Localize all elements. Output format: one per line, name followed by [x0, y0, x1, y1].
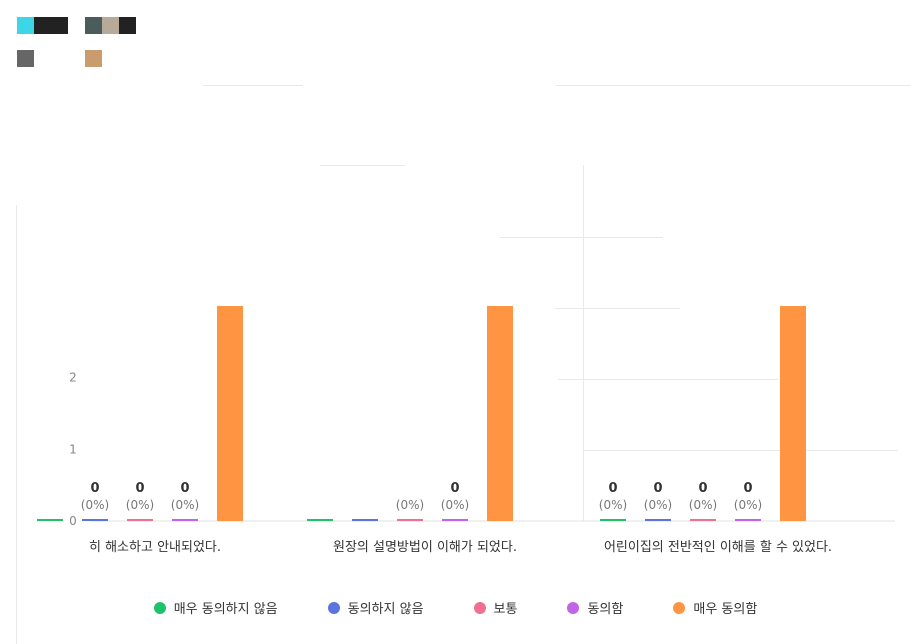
pixel-swatch — [51, 50, 68, 67]
bar-value-label: 0 — [743, 481, 752, 496]
legend-dot-icon — [567, 601, 580, 614]
legend-item[interactable]: 동의함 — [567, 598, 623, 617]
bar — [37, 519, 63, 521]
pixel-swatch — [68, 17, 85, 34]
chart-left-border — [16, 205, 17, 644]
legend-label: 매우 동의함 — [693, 602, 758, 617]
bar-percent-label: (0%) — [126, 498, 154, 512]
bar-percent-label: (0%) — [689, 498, 717, 512]
divider-line — [500, 237, 663, 238]
bar — [600, 519, 626, 521]
y-tick-label: 0 — [69, 514, 77, 528]
legend-dot-icon — [153, 601, 166, 614]
bar — [127, 519, 153, 521]
legend-dot-icon — [673, 601, 686, 614]
category-label: 히 해소하고 안내되었다. — [89, 540, 221, 555]
bar — [487, 305, 513, 521]
header-swatch-row-2 — [17, 50, 102, 67]
legend-label: 동의함 — [587, 602, 624, 617]
bar-percent-label: (0%) — [644, 498, 672, 512]
legend-item[interactable]: 매우 동의하지 않음 — [153, 598, 278, 617]
bar — [442, 519, 468, 521]
bar — [397, 519, 423, 521]
legend-item[interactable]: 매우 동의함 — [673, 598, 757, 617]
bar — [690, 519, 716, 521]
chart-legend: 매우 동의하지 않음 동의하지 않음 보통 동의함 매우 동의함 — [0, 598, 911, 617]
pixel-swatch — [17, 17, 34, 34]
bar — [352, 519, 378, 521]
legend-label: 매우 동의하지 않음 — [173, 602, 278, 617]
bar — [735, 519, 761, 521]
bar — [780, 305, 806, 521]
bar-value-label: 0 — [450, 481, 459, 496]
bar-percent-label: (0%) — [81, 498, 109, 512]
bar — [172, 519, 198, 521]
header-swatch-row-1 — [17, 17, 136, 34]
divider-line — [203, 85, 303, 86]
divider-line — [320, 165, 405, 166]
bar-value-label: 0 — [90, 481, 99, 496]
bar-value-label: 0 — [180, 481, 189, 496]
pixel-swatch — [17, 50, 34, 67]
legend-dot-icon — [327, 601, 340, 614]
pixel-swatch — [68, 50, 85, 67]
pixel-swatch — [119, 17, 136, 34]
bar-value-label: 0 — [135, 481, 144, 496]
bar-value-label: 0 — [608, 481, 617, 496]
pixel-swatch — [51, 17, 68, 34]
legend-label: 동의하지 않음 — [347, 602, 424, 617]
bar-percent-label: (0%) — [396, 498, 424, 512]
pixel-swatch — [102, 17, 119, 34]
bar — [82, 519, 108, 521]
bar-value-label: 0 — [698, 481, 707, 496]
bar-percent-label: (0%) — [734, 498, 762, 512]
category-label: 어린이집의 전반적인 이해를 할 수 있었다. — [604, 540, 832, 555]
legend-dot-icon — [473, 601, 486, 614]
pixel-swatch — [85, 17, 102, 34]
bar-value-label: 0 — [653, 481, 662, 496]
bar-percent-label: (0%) — [599, 498, 627, 512]
pixel-swatch — [34, 50, 51, 67]
y-tick-label: 1 — [69, 442, 77, 456]
legend-item[interactable]: 동의하지 않음 — [327, 598, 424, 617]
pixel-swatch — [34, 17, 51, 34]
divider-line — [556, 85, 911, 86]
legend-item[interactable]: 보통 — [473, 598, 518, 617]
bar — [645, 519, 671, 521]
pixel-swatch — [85, 50, 102, 67]
bar-chart: 0 1 2 0 (0%) 0 (0%) 0 (0%) 히 해소하고 안내되었다. (0%) 0 (0%)… — [37, 305, 895, 555]
category-label: 원장의 설명방법이 이해가 되었다. — [333, 540, 517, 555]
bar-percent-label: (0%) — [171, 498, 199, 512]
bar — [217, 305, 243, 521]
bar-percent-label: (0%) — [441, 498, 469, 512]
divider-line — [583, 165, 584, 521]
y-tick-label: 2 — [69, 371, 77, 385]
divider-line — [583, 450, 898, 451]
divider-line — [555, 308, 680, 309]
legend-label: 보통 — [493, 602, 518, 617]
bar — [307, 519, 333, 521]
divider-line — [558, 379, 778, 380]
